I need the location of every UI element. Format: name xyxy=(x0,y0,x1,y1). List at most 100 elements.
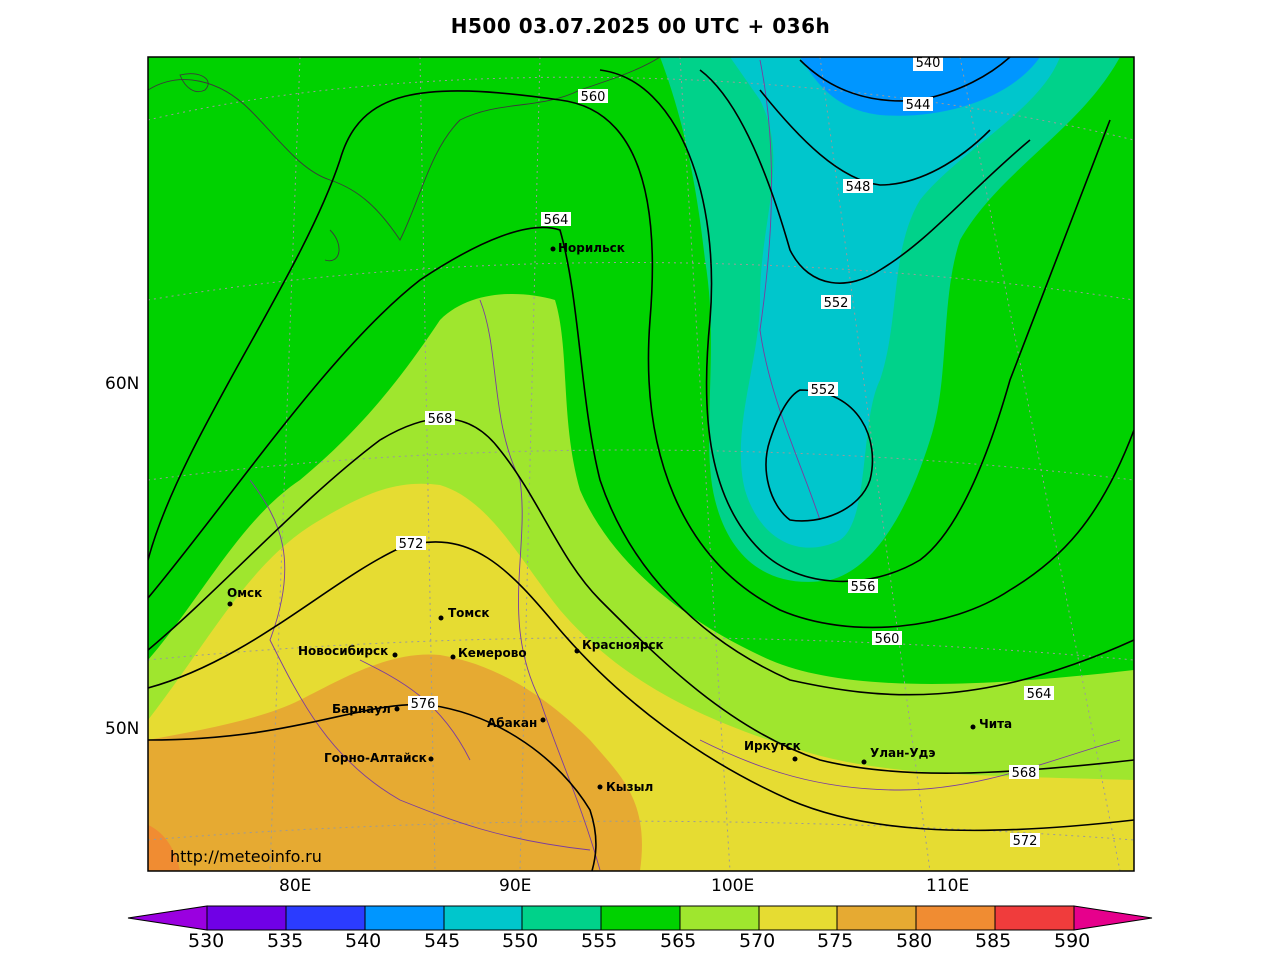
colorbar-tick: 550 xyxy=(502,930,539,952)
colorbar-segment xyxy=(206,905,287,931)
svg-text:Абакан: Абакан xyxy=(487,716,537,730)
contour-label: 568 xyxy=(425,411,455,427)
svg-text:Томск: Томск xyxy=(448,606,490,620)
colorbar xyxy=(127,905,1153,931)
svg-text:Улан-Удэ: Улан-Удэ xyxy=(870,746,935,760)
city-kemerovo: Кемерово xyxy=(450,646,527,660)
contour-label: 556 xyxy=(848,579,878,595)
svg-text:548: 548 xyxy=(846,180,871,195)
svg-text:Кызыл: Кызыл xyxy=(606,780,653,794)
field-580-585 xyxy=(148,825,180,871)
svg-text:Горно-Алтайск: Горно-Алтайск xyxy=(324,751,427,765)
city-norilsk: Норильск xyxy=(550,241,625,255)
contour-labels: 540 544 548 552 552 556 560 560 564 564 … xyxy=(396,56,1054,849)
svg-text:Кемерово: Кемерово xyxy=(458,646,527,660)
contour-label: 568 xyxy=(1009,765,1039,781)
contour-label: 540 xyxy=(913,56,943,71)
contour-label: 576 xyxy=(408,696,438,712)
city-irkutsk: Иркутск xyxy=(744,739,801,762)
svg-text:560: 560 xyxy=(581,90,606,105)
svg-text:Чита: Чита xyxy=(979,717,1012,731)
contour-564 xyxy=(148,226,1134,696)
contour-label: 572 xyxy=(396,536,426,552)
contour-label: 564 xyxy=(1024,686,1054,702)
contour-576 xyxy=(148,703,597,871)
city-gorno-altaysk: Горно-Алтайск xyxy=(324,751,434,765)
city-abakan: Абакан xyxy=(487,716,546,730)
city-novosibirsk: Новосибирск xyxy=(298,644,398,658)
field-540-545 xyxy=(800,57,1040,116)
svg-text:560: 560 xyxy=(875,632,900,647)
colorbar-segment xyxy=(521,905,602,931)
admin-borders xyxy=(249,59,1121,871)
cities: Норильск Омск Томск Новосибирск Кемерово… xyxy=(227,241,1012,794)
colorbar-tick: 575 xyxy=(817,930,854,952)
contour-548 xyxy=(759,89,991,186)
colorbar-tick: 535 xyxy=(267,930,304,952)
colorbar-tick: 540 xyxy=(345,930,382,952)
contour-label: 548 xyxy=(843,179,873,195)
svg-text:540: 540 xyxy=(916,56,941,71)
map-title: H500 03.07.2025 00 UTC + 036h xyxy=(450,14,831,38)
colorbar-tick: 590 xyxy=(1054,930,1091,952)
contour-label: 560 xyxy=(872,631,902,647)
lat-label-60n: 60N xyxy=(105,374,140,394)
field-545-550 xyxy=(730,57,1060,548)
colorbar-tick: 530 xyxy=(188,930,225,952)
colorbar-tick: 570 xyxy=(739,930,776,952)
svg-text:Иркутск: Иркутск xyxy=(744,739,801,753)
city-kyzyl: Кызыл xyxy=(597,780,653,794)
svg-text:564: 564 xyxy=(1027,687,1052,702)
colorbar-tick: 580 xyxy=(896,930,933,952)
contour-label: 544 xyxy=(903,97,933,113)
contour-label: 552 xyxy=(821,295,851,311)
svg-text:Барнаул: Барнаул xyxy=(332,702,391,716)
lon-label-100e: 100E xyxy=(711,876,755,896)
colorbar-arrow-low xyxy=(127,905,208,931)
contour-552-closed xyxy=(765,389,874,522)
city-tomsk: Томск xyxy=(438,606,490,621)
colorbar-segment xyxy=(364,905,445,931)
svg-text:Красноярск: Красноярск xyxy=(582,638,664,652)
colorbar-segment xyxy=(836,905,917,931)
colorbar-segment xyxy=(994,905,1075,931)
lon-label-90e: 90E xyxy=(499,876,532,896)
lon-label-80e: 80E xyxy=(279,876,312,896)
svg-text:576: 576 xyxy=(411,697,436,712)
city-chita: Чита xyxy=(970,717,1012,731)
svg-text:Норильск: Норильск xyxy=(558,241,625,255)
watermark: http://meteoinfo.ru xyxy=(170,847,322,866)
graticule xyxy=(148,57,1134,871)
contour-label: 560 xyxy=(578,89,608,105)
contour-572 xyxy=(148,541,1134,832)
colorbar-tick: 565 xyxy=(660,930,697,952)
contour-552 xyxy=(699,69,1031,284)
map-area: 540 544 548 552 552 556 560 560 564 564 … xyxy=(148,56,1134,871)
lat-label-50n: 50N xyxy=(105,719,140,739)
colorbar-tick: 585 xyxy=(975,930,1012,952)
colorbar-segment xyxy=(600,905,681,931)
svg-text:572: 572 xyxy=(399,537,424,552)
colorbar-segment xyxy=(679,905,760,931)
svg-text:Омск: Омск xyxy=(227,586,262,600)
contour-label: 564 xyxy=(541,212,571,228)
svg-text:568: 568 xyxy=(428,412,453,427)
svg-text:572: 572 xyxy=(1013,834,1038,849)
height-contours xyxy=(148,57,1134,871)
field-575-580 xyxy=(148,654,642,871)
city-barnaul: Барнаул xyxy=(332,702,400,716)
colorbar-tick: 555 xyxy=(581,930,618,952)
city-omsk: Омск xyxy=(227,586,262,607)
lon-label-110e: 110E xyxy=(926,876,970,896)
colorbar-segment xyxy=(285,905,366,931)
contour-label: 552 xyxy=(808,382,838,398)
colorbar-arrow-high xyxy=(1073,905,1153,931)
svg-text:564: 564 xyxy=(544,213,569,228)
colorbar-segment xyxy=(443,905,523,931)
contour-568 xyxy=(148,417,1134,774)
svg-text:552: 552 xyxy=(811,383,836,398)
svg-text:568: 568 xyxy=(1012,766,1037,781)
city-krasnoyarsk: Красноярск xyxy=(574,638,664,654)
city-ulan-ude: Улан-Удэ xyxy=(861,746,935,765)
